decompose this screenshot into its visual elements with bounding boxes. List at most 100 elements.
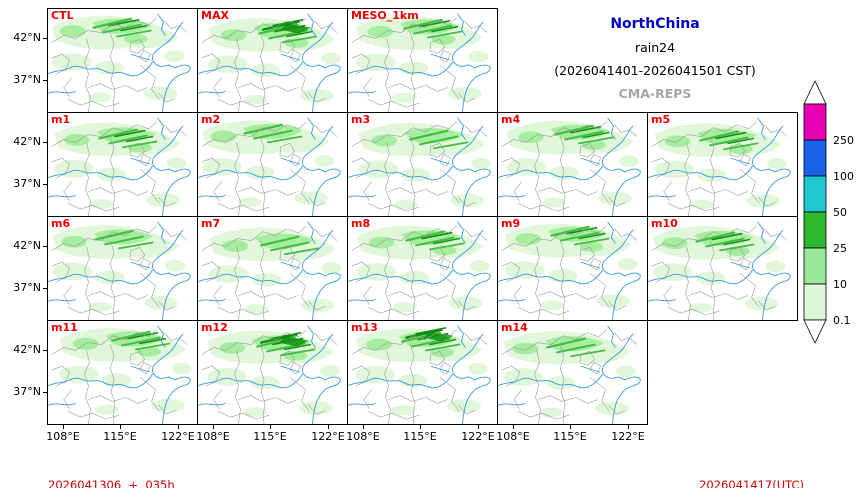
coastline-rivers [48,117,191,216]
province-borders [501,121,638,216]
province-borders [651,121,788,216]
panel-label: m13 [351,321,378,334]
precipitation-colorbar: 250 100 50 25 10 0.1 [802,78,860,354]
xtick-label: 115°E [103,430,137,443]
province-borders [51,121,188,216]
map-panel-MAX: MAX [197,8,348,113]
ytick-mark [43,350,47,351]
map-panel-m5: m5 [647,112,798,217]
xtick-label: 115°E [403,430,437,443]
map-canvas [348,117,491,216]
colorbar-segment [803,247,827,285]
province-borders [351,121,488,216]
xtick-label: 108°E [46,430,80,443]
rain-streaks-mid [409,129,469,150]
province-borders [351,225,488,320]
xtick-mark [178,425,179,429]
map-panel-m2: m2 [197,112,348,217]
coastline-rivers [198,117,341,216]
map-panel-m10: m10 [647,216,798,321]
xtick-label: 122°E [611,430,645,443]
xtick-mark [120,425,121,429]
panel-label: m6 [51,217,71,230]
xtick-mark [328,425,329,429]
map-panel-m12: m12 [197,320,348,425]
province-borders [201,17,338,112]
rain-core-heavy [259,331,309,347]
xtick-label: 122°E [311,430,345,443]
province-borders [51,17,188,112]
colorbar-arrow-up [803,80,827,105]
map-canvas [648,221,791,320]
title-model: CMA-REPS [618,86,692,101]
rain-streaks-dark [127,331,167,345]
map-panel-CTL: CTL [47,8,198,113]
rain-streaks-dark [108,19,148,32]
map-canvas [498,117,641,216]
map-canvas [648,117,791,216]
panel-label: m10 [651,217,678,230]
map-canvas [48,13,191,112]
rain-streaks-mid [554,124,614,145]
rain-shading-light [512,336,605,355]
rain-streaks-dark [421,231,461,245]
ytick-mark [43,142,47,143]
panel-label: MAX [201,9,229,22]
rain-streaks-dark [566,227,606,240]
xtick-mark [270,425,271,429]
rain-streaks-dark [114,129,154,143]
rain-streaks-dark [711,232,751,246]
panel-label: MESO_1km [351,9,419,22]
ytick-mark [43,246,47,247]
rain-shading-light [371,128,464,147]
ytick-label: 42°N [13,343,41,356]
coastline-rivers [648,117,791,216]
coastline-rivers [348,117,491,216]
colorbar-segment [803,283,827,321]
map-panel-m7: m7 [197,216,348,321]
rain-streaks-mid [92,17,152,38]
colorbar-tick-label: 100 [833,170,854,183]
map-panel-m1: m1 [47,112,198,217]
xtick-label: 122°E [461,430,495,443]
colorbar-segment [803,103,827,141]
map-panel-MESO_1km: MESO_1km [347,8,498,113]
map-canvas [498,221,641,320]
rain-shading-light [61,229,153,248]
title-region: NorthChina [610,16,700,32]
panel-label: m11 [51,321,78,334]
footer-valid-times: 2026041417(UTC) 2026041501(CST) [618,448,804,488]
coastline-rivers [48,325,191,424]
xtick-label: 108°E [496,430,530,443]
panel-label: m8 [351,217,371,230]
title-block: NorthChina rain24 (2026041401-2026041501… [500,16,810,101]
coastline-rivers [48,221,191,320]
coastline-rivers [348,221,491,320]
map-panel-m3: m3 [347,112,498,217]
rain-streaks-mid [699,130,759,151]
colorbar-segment [803,211,827,249]
coastline-rivers [648,221,791,320]
ytick-label: 42°N [13,239,41,252]
title-variable: rain24 [634,40,676,55]
province-borders [501,225,638,320]
panel-label: m1 [51,113,71,126]
title-period: (2026041401-2026041501 CST) [554,63,756,78]
xtick-mark [420,425,421,429]
map-canvas [498,325,641,424]
xtick-label: 115°E [553,430,587,443]
colorbar-tick-label: 50 [833,206,847,219]
rain-streaks-mid [260,235,320,256]
rain-streaks-mid [94,229,154,250]
ytick-label: 37°N [13,281,41,294]
coastline-rivers [48,13,191,112]
ytick-mark [43,80,47,81]
panel-label: m3 [351,113,371,126]
map-canvas [48,221,191,320]
map-canvas [348,13,491,112]
map-panel-m8: m8 [347,216,498,321]
xtick-mark [628,425,629,429]
rain-streaks-mid [98,128,158,149]
province-borders [351,17,488,112]
